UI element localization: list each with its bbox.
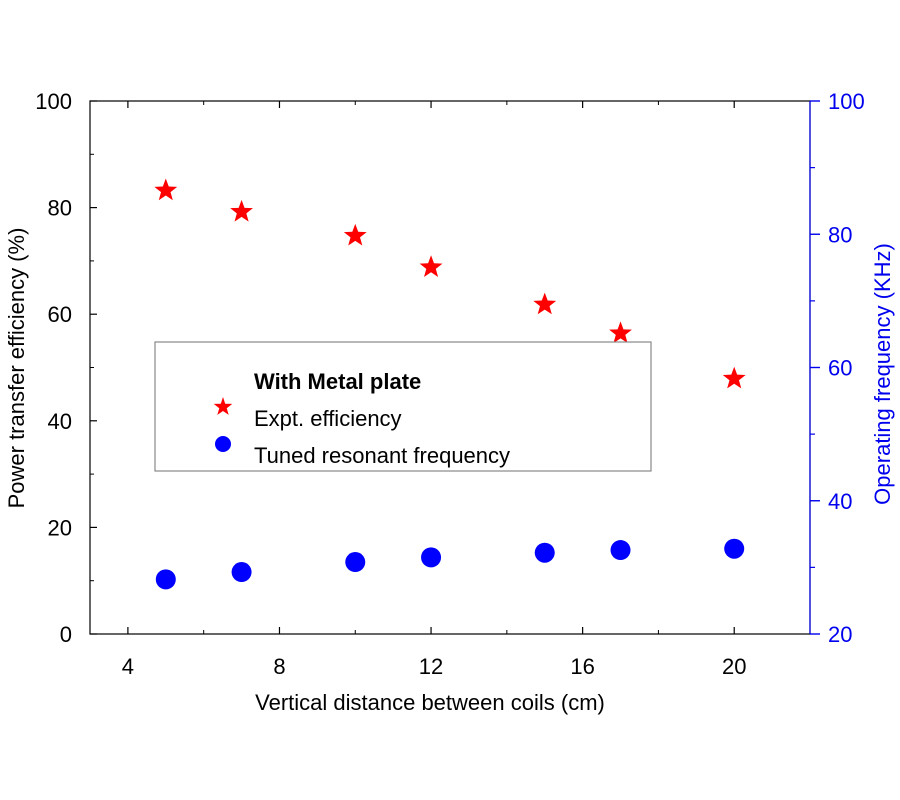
x-tick-label: 16 — [570, 654, 594, 679]
y-right-tick-label: 80 — [828, 222, 852, 247]
frequency-point — [724, 538, 745, 559]
y-axis-left: 0 20 40 60 80 100 — [35, 89, 97, 647]
legend-star-icon — [213, 397, 233, 415]
x-tick-label: 4 — [122, 654, 134, 679]
y-axis-left-label: Power transfer efficiency (%) — [4, 228, 29, 509]
y-left-tick-label: 80 — [48, 196, 72, 221]
x-tick-label: 20 — [722, 654, 746, 679]
y-right-tick-label: 40 — [828, 489, 852, 514]
efficiency-point — [533, 292, 557, 315]
y-axis-right: 20 40 60 80 100 — [810, 89, 865, 647]
frequency-point — [345, 552, 366, 573]
frequency-point — [421, 547, 442, 568]
x-axis: 4 8 12 16 20 — [122, 101, 746, 679]
y-right-tick-label: 100 — [828, 89, 865, 114]
y-axis-right-label: Operating frequency (KHz) — [870, 243, 895, 505]
efficiency-point — [419, 255, 443, 277]
y-right-tick-label: 20 — [828, 622, 852, 647]
efficiency-point — [154, 178, 178, 201]
data-marks — [154, 178, 746, 590]
efficiency-point — [722, 366, 746, 389]
y-left-tick-label: 0 — [60, 622, 72, 647]
x-tick-label: 12 — [419, 654, 443, 679]
y-left-tick-label: 60 — [48, 302, 72, 327]
legend-box — [154, 341, 652, 472]
frequency-point — [610, 540, 631, 561]
legend-circle-icon — [215, 436, 231, 452]
efficiency-point — [343, 223, 367, 246]
efficiency-point — [230, 199, 253, 222]
frequency-point — [534, 542, 555, 563]
efficiency-point — [609, 321, 632, 344]
frequency-point — [231, 562, 252, 583]
legend-label-frequency: Tuned resonant frequency — [254, 443, 510, 468]
legend: With Metal plate Expt. efficiency Tuned … — [154, 341, 652, 472]
legend-title: With Metal plate — [254, 369, 421, 394]
x-tick-label: 8 — [273, 654, 285, 679]
y-left-tick-label: 40 — [48, 409, 72, 434]
y-right-tick-label: 60 — [828, 356, 852, 381]
frequency-point — [155, 569, 176, 590]
legend-label-efficiency: Expt. efficiency — [254, 406, 402, 431]
x-axis-label: Vertical distance between coils (cm) — [255, 690, 605, 715]
y-left-tick-label: 100 — [35, 89, 72, 114]
y-left-tick-label: 20 — [48, 515, 72, 540]
